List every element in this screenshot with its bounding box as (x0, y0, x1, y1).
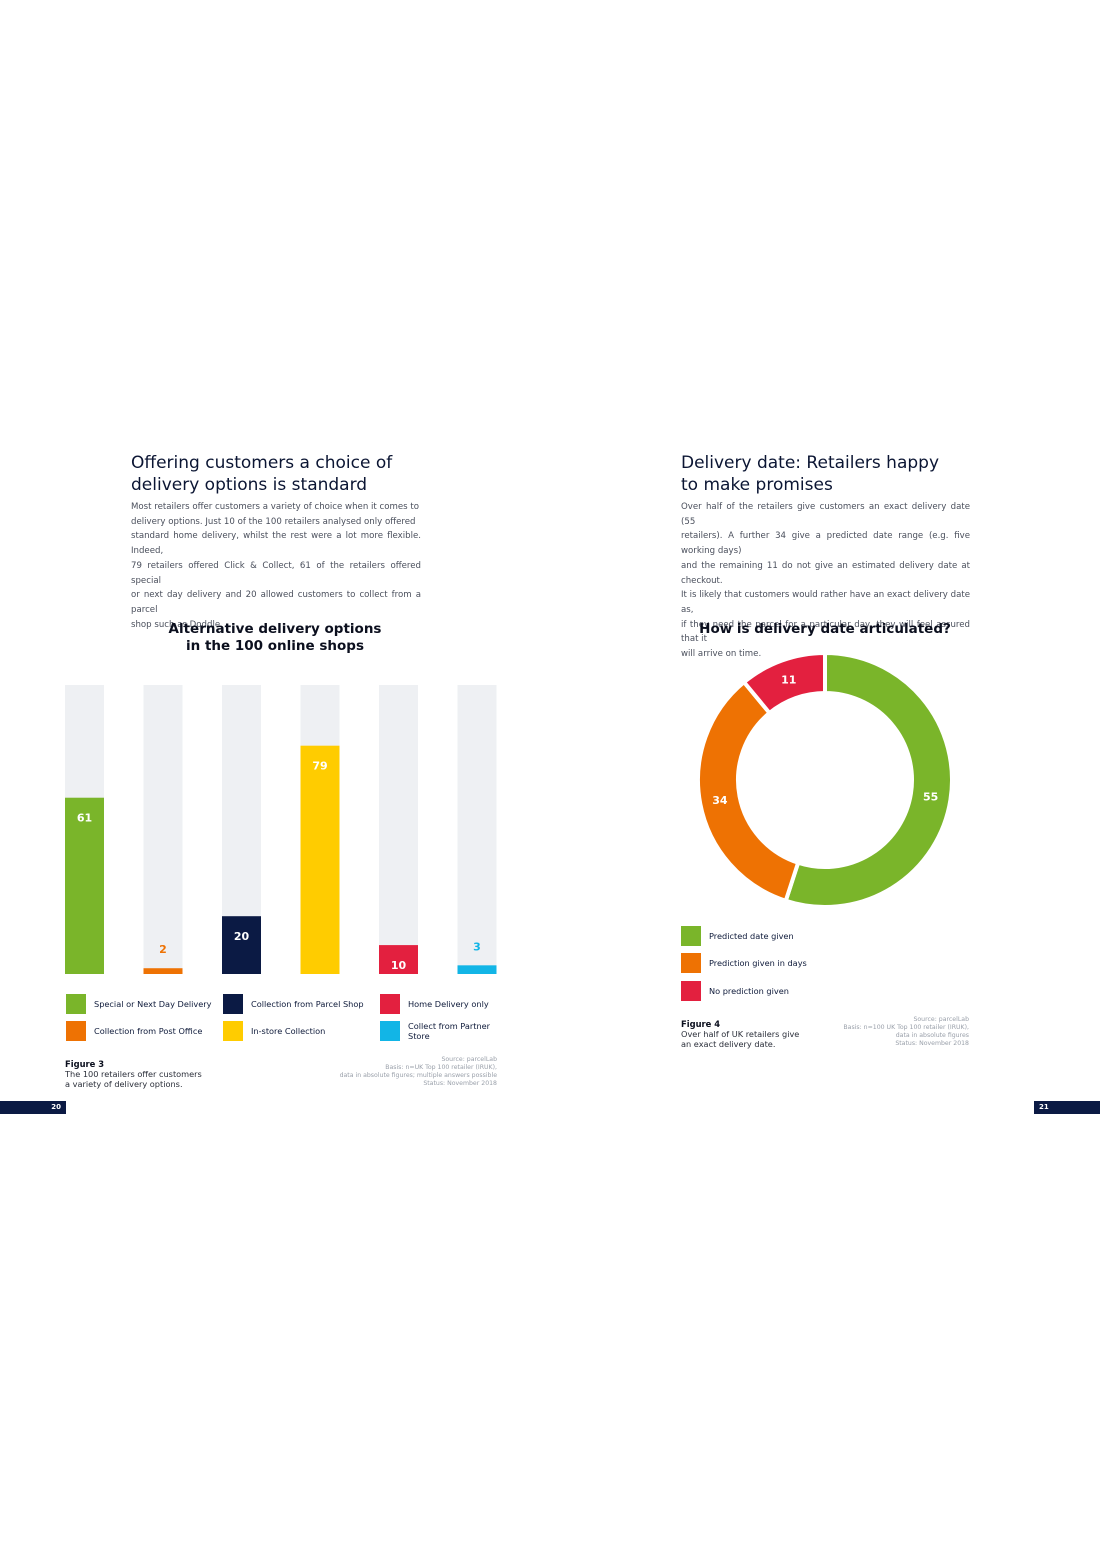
source-line: data in absolute figures; multiple answe… (339, 1072, 497, 1079)
donut-chart-title: How is delivery date articulated? (681, 621, 969, 638)
bar-value-label: 79 (312, 760, 327, 773)
legend-item-predicted-date: Predicted date given (681, 926, 794, 946)
donut-value-label: 11 (781, 673, 796, 686)
legend-swatch (681, 926, 701, 946)
figure-3-caption-line1: The 100 retailers offer customers (65, 1069, 202, 1079)
legend-item-in-store: In-store Collection (223, 1021, 325, 1041)
figure-4-label: Figure 4 (681, 1019, 721, 1029)
legend-item-post-office: Collection from Post Office (66, 1021, 202, 1041)
bar-track (143, 685, 183, 974)
legend-item-prediction-days: Prediction given in days (681, 953, 807, 973)
bar (457, 965, 497, 974)
bar-value-label: 3 (473, 940, 481, 953)
legend-swatch (380, 1021, 400, 1041)
bar-value-label: 10 (391, 959, 407, 972)
source-line: data in absolute figures (895, 1032, 969, 1039)
legend-swatch (66, 1021, 86, 1041)
legend-swatch (681, 953, 701, 973)
legend-swatch (380, 994, 400, 1014)
bar-track (457, 685, 497, 974)
legend-item-home-delivery: Home Delivery only (380, 994, 489, 1014)
bar (222, 916, 261, 974)
right-paragraph-line: retailers). A further 34 give a predicte… (681, 531, 970, 557)
legend-label: In-store Collection (251, 1026, 326, 1036)
bar (300, 745, 340, 974)
legend-label: Collection from Parcel Shop (251, 999, 364, 1009)
bar (143, 968, 183, 974)
figure-3-caption-line2: a variety of delivery options. (65, 1079, 183, 1089)
bar-chart-title: Alternative delivery options in the 100 … (130, 621, 420, 655)
figure-3-label: Figure 3 (65, 1059, 105, 1069)
figure-4-caption: Figure 4 Over half of UK retailers give … (681, 1019, 881, 1049)
left-heading-line2: delivery options is standard (131, 475, 368, 495)
left-paragraph-line: 79 retailers offered Click & Collect, 61… (131, 560, 421, 586)
left-paragraph-line: standard home delivery, whilst the rest … (131, 531, 421, 557)
legend-item-no-prediction: No prediction given (681, 981, 789, 1001)
source-line: Source: parcelLab (913, 1016, 969, 1023)
legend-swatch (681, 981, 701, 1001)
right-paragraph-line: if they need the parcel for a particular… (681, 619, 970, 645)
legend-label: Collect from Partner Store (408, 1021, 491, 1041)
donut-slice (783, 650, 954, 909)
bar-chart-title-line1: Alternative delivery options (168, 621, 382, 637)
figure-3-source: Source: parcelLab Basis: n=UK Top 100 re… (297, 1056, 497, 1088)
legend-label: Collection from Post Office (94, 1026, 203, 1036)
legend-swatch (223, 1021, 243, 1041)
legend-item-special-next-day: Special or Next Day Delivery (66, 994, 212, 1014)
bar-value-label: 20 (234, 930, 250, 943)
page-number-left: 20 (0, 1101, 66, 1114)
left-paragraph-line: or next day delivery and 20 allowed cust… (131, 590, 421, 615)
bar (379, 945, 418, 974)
left-paragraph-line: delivery options. Just 10 of the 100 ret… (131, 516, 416, 527)
figure-4-source: Source: parcelLab Basis: n=100 UK Top 10… (769, 1016, 969, 1048)
legend-swatch (66, 994, 86, 1014)
bar-track (379, 685, 418, 974)
legend-item-partner-store: Collect from Partner Store (380, 1021, 493, 1041)
donut-slice (741, 650, 827, 716)
right-paragraph-line: will arrive on time. (681, 649, 762, 660)
figure-4-caption-line2: an exact delivery date. (681, 1039, 776, 1049)
page-number-left-text: 20 (51, 1103, 61, 1111)
right-paragraph-line: and the remaining 11 do not give an esti… (681, 560, 970, 586)
legend-label: Predicted date given (709, 931, 794, 941)
left-paragraph: Most retailers offer customers a variety… (131, 500, 421, 632)
bar-value-label: 2 (159, 943, 167, 956)
legend-label: Home Delivery only (408, 999, 489, 1009)
donut-chart-title-text: How is delivery date articulated? (699, 621, 951, 637)
page-number-right-text: 21 (1039, 1103, 1049, 1111)
right-heading-line2: to make promises (681, 475, 833, 495)
left-heading: Offering customers a choice of delivery … (131, 452, 431, 496)
source-line: Basis: n=UK Top 100 retailer (IRUK), (385, 1064, 497, 1071)
source-line: Status: November 2018 (895, 1040, 969, 1047)
page-number-right: 21 (1034, 1101, 1100, 1114)
right-heading: Delivery date: Retailers happy to make p… (681, 452, 981, 496)
legend-item-parcel-shop: Collection from Parcel Shop (223, 994, 364, 1014)
donut-value-label: 55 (923, 791, 938, 804)
right-paragraph-line: Over half of the retailers give customer… (681, 502, 970, 527)
source-line: Basis: n=100 UK Top 100 retailer (IRUK), (843, 1024, 969, 1031)
right-heading-line1: Delivery date: Retailers happy (681, 453, 940, 473)
legend-swatch (223, 994, 243, 1014)
figure-3-caption: Figure 3 The 100 retailers offer custome… (65, 1059, 265, 1089)
bar-chart: 61 2 20 79 10 3 (65, 685, 497, 974)
left-heading-line1: Offering customers a choice of (131, 453, 393, 473)
right-paragraph: Over half of the retailers give customer… (681, 500, 970, 662)
legend-label: Special or Next Day Delivery (94, 999, 212, 1009)
donut-value-label: 34 (712, 794, 728, 807)
right-paragraph-line: It is likely that customers would rather… (681, 590, 970, 615)
donut-slice (696, 679, 801, 904)
bar (65, 797, 104, 974)
left-paragraph-line: Most retailers offer customers a variety… (131, 502, 419, 512)
source-line: Source: parcelLab (441, 1056, 497, 1063)
bar-value-label: 61 (77, 812, 92, 825)
left-paragraph-line: shop such as Doddle. (131, 619, 223, 630)
donut-chart: 55 34 11 (696, 650, 954, 909)
bar-chart-title-line2: in the 100 online shops (186, 638, 364, 654)
legend-label: No prediction given (709, 986, 789, 996)
figure-4-caption-line1: Over half of UK retailers give (681, 1029, 800, 1039)
source-line: Status: November 2018 (423, 1080, 497, 1087)
legend-label: Prediction given in days (709, 958, 807, 968)
